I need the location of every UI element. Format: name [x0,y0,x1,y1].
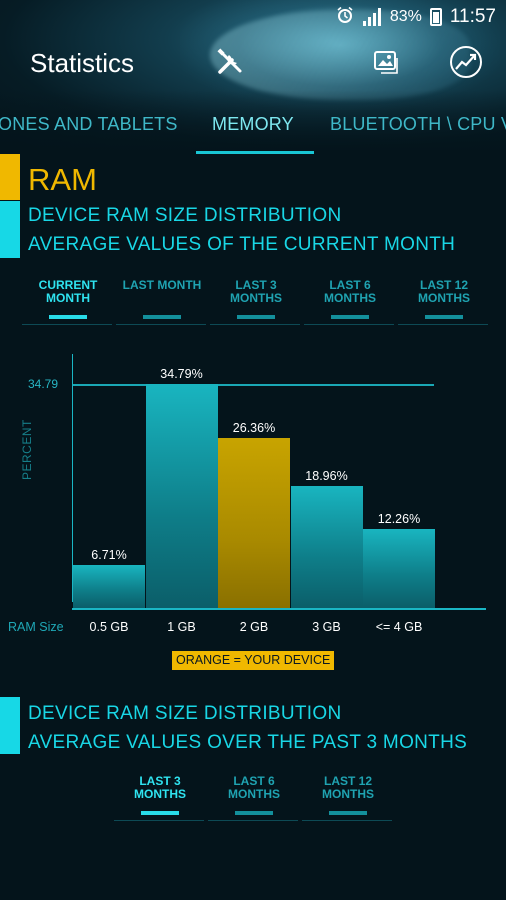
section2-subheading: AVERAGE VALUES OVER THE PAST 3 MONTHS [28,732,468,753]
section1-subheading: AVERAGE VALUES OF THE CURRENT MONTH [28,234,456,255]
tab-memory[interactable]: MEMORY [212,114,294,134]
bar-0-5-gb [73,564,145,608]
page-title: Statistics [30,48,135,78]
y-axis [72,354,73,602]
section1-accent-bar [0,201,20,258]
tools-button[interactable] [210,44,250,84]
x-axis-label: RAM Size [8,620,64,634]
section1-heading: DEVICE RAM SIZE DISTRIBUTION [28,205,342,226]
tools-icon [215,47,245,82]
bar-value-label: 34.79% [160,367,203,381]
category-label: 1 GB [167,620,196,634]
clock: 11:57 [449,6,496,27]
section1-period-indicator [425,315,463,319]
section-title: RAM [28,162,97,197]
section2-period-tab[interactable]: LAST 6 MONTHS [228,774,280,801]
section2-period-separator [302,820,392,821]
header-hero-image [0,0,506,150]
section1-period-indicator [143,315,181,319]
y-axis-label: PERCENT [20,419,34,480]
chart-trend-button[interactable] [446,44,486,84]
section2-heading: DEVICE RAM SIZE DISTRIBUTION [28,703,342,724]
image-share-button[interactable] [366,44,406,84]
status-bar: 83% 11:57 [0,0,506,34]
bar-value-label: 6.71% [91,547,127,562]
bar-3-gb [290,485,363,608]
tab-phones-tablets[interactable]: ONES AND TABLETS [0,114,178,134]
x-axis [72,608,486,610]
alarm-icon [336,6,354,29]
ram-accent-bar [0,154,20,200]
bar-2-gb [218,438,290,608]
bar-1-gb [145,384,218,608]
battery-icon [429,8,442,26]
category-tabs: ONES AND TABLETS MEMORY BLUETOOTH \ CPU … [0,108,506,156]
legend-your-device: ORANGE = YOUR DEVICE [172,651,335,670]
section1-period-tab[interactable]: LAST MONTH [122,278,202,292]
section2-period-indicator [235,811,273,815]
tab-bluetooth-cpu[interactable]: BLUETOOTH \ CPU V [330,114,506,134]
section1-period-separator [116,324,206,325]
section1-period-separator [398,324,488,325]
bar--4-gb [363,529,435,608]
category-label: 0.5 GB [89,620,129,634]
max-value-label: 34.79 [28,377,59,391]
max-value-line [72,384,434,386]
bar-value-label: 26.36% [232,421,276,436]
battery-percent: 83% [389,8,422,25]
active-tab-indicator [196,151,314,154]
section2-period-tab[interactable]: LAST 12 MONTHS [322,774,374,801]
category-label: 2 GB [239,620,269,634]
section2-period-separator [114,820,204,821]
section1-period-tab[interactable]: CURRENT MONTH [38,278,98,305]
signal-icon [362,8,382,26]
bar-value-label: 12.26% [377,512,421,527]
image-share-icon [371,47,401,82]
category-label: <= 4 GB [375,620,423,634]
category-label: 3 GB [312,620,341,634]
section1-period-indicator [331,315,369,319]
section2-accent-bar [0,697,20,754]
section2-period-separator [208,820,298,821]
section1-period-separator [210,324,300,325]
bar-value-label: 18.96% [305,468,348,483]
section1-period-tab[interactable]: LAST 3 MONTHS [230,278,282,305]
section1-period-tab[interactable]: LAST 6 MONTHS [324,278,376,305]
app-bar: Statistics [0,36,506,92]
chart-trend-icon [449,45,483,84]
section1-period-indicator [49,315,87,319]
section2-period-tab[interactable]: LAST 3 MONTHS [134,774,186,801]
section1-period-indicator [237,315,275,319]
ram-distribution-chart: 34.79 PERCENT 6.71% 0.5 GB 34.79% 1 GB 26.36… [0,330,506,660]
section2-period-indicator [329,811,367,815]
section1-period-tab[interactable]: LAST 12 MONTHS [418,278,470,305]
section2-period-indicator [141,811,179,815]
section1-period-separator [22,324,112,325]
section1-period-separator [304,324,394,325]
